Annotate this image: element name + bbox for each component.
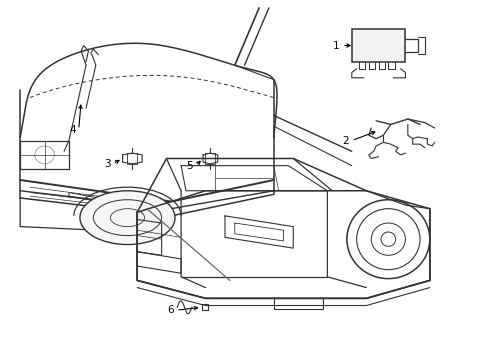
Ellipse shape (80, 191, 175, 244)
Text: 3: 3 (103, 159, 110, 169)
Text: 5: 5 (186, 161, 193, 171)
Text: 2: 2 (342, 136, 348, 145)
Text: 1: 1 (332, 41, 339, 50)
Text: 6: 6 (167, 305, 173, 315)
Text: 4: 4 (69, 125, 76, 135)
FancyBboxPatch shape (351, 30, 405, 62)
